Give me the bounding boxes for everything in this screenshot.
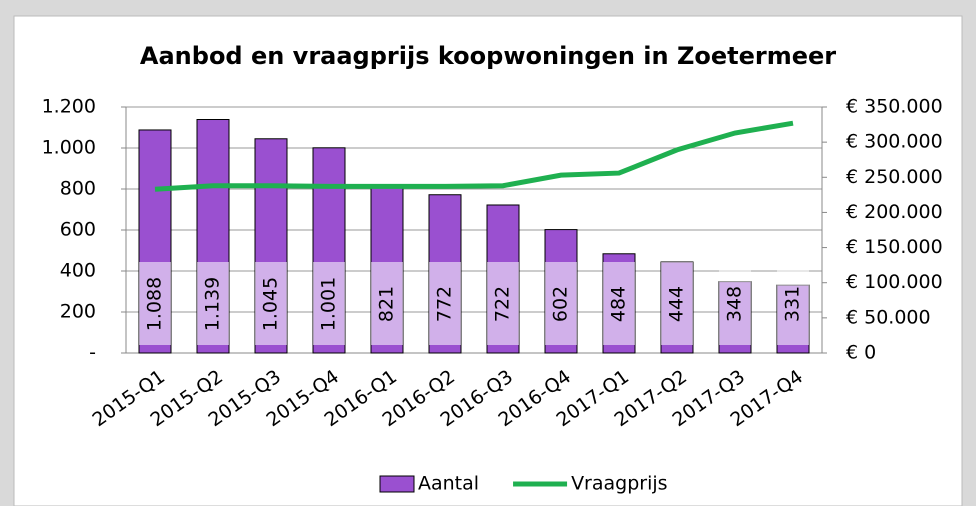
data-label-box <box>661 262 693 345</box>
data-label-box <box>197 262 229 345</box>
data-label: 1.045 <box>260 277 282 331</box>
line <box>154 120 794 192</box>
y-tick-label: 1.200 <box>42 96 96 118</box>
y2-tick-label: € 50.000 <box>846 306 931 328</box>
data-label: 484 <box>608 286 630 322</box>
data-label-box <box>545 262 577 345</box>
legend-label: Aantal <box>418 473 479 495</box>
data-label: 821 <box>376 286 398 322</box>
data-label-box <box>603 262 635 345</box>
y2-tick-label: € 250.000 <box>846 166 943 188</box>
y-tick-label: 600 <box>60 219 96 241</box>
data-label: 602 <box>550 286 572 322</box>
data-label-box <box>139 262 171 345</box>
legend-label: Vraagprijs <box>571 473 667 495</box>
data-label-box <box>719 262 751 345</box>
y2-tick-label: € 300.000 <box>846 131 943 153</box>
y-tick-label: - <box>89 342 96 364</box>
data-label-box <box>777 262 809 345</box>
data-label-box <box>255 262 287 345</box>
y-tick-label: 800 <box>60 178 96 200</box>
y2-tick-label: € 150.000 <box>846 236 943 258</box>
y2-tick-label: € 100.000 <box>846 271 943 293</box>
legend-swatch <box>379 475 415 493</box>
chart-title: Aanbod en vraagprijs koopwoningen in Zoe… <box>140 42 836 70</box>
data-label: 348 <box>724 286 746 322</box>
data-label: 1.001 <box>318 277 340 331</box>
data-label: 444 <box>666 286 688 322</box>
data-label-box <box>429 262 461 345</box>
y-tick-label: 200 <box>60 301 96 323</box>
data-label: 1.139 <box>202 277 224 331</box>
y-tick-label: 1.000 <box>42 137 96 159</box>
data-label-box <box>487 262 519 345</box>
data-label: 722 <box>492 286 514 322</box>
data-label: 331 <box>782 286 804 322</box>
y2-tick-label: € 200.000 <box>846 201 943 223</box>
data-label: 772 <box>434 286 456 322</box>
data-label-box <box>313 262 345 345</box>
data-label-box <box>371 262 403 345</box>
y-tick-label: 400 <box>60 260 96 282</box>
y2-tick-label: € 0 <box>846 342 876 364</box>
y2-tick-label: € 350.000 <box>846 96 943 118</box>
data-label: 1.088 <box>144 277 166 331</box>
